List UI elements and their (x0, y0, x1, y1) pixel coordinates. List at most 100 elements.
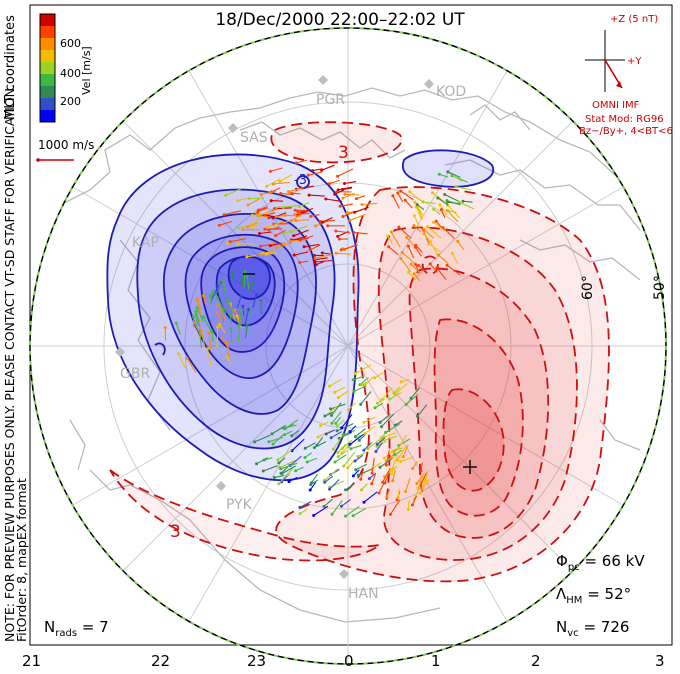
velocity-vector-origin (384, 463, 388, 467)
velocity-vector (308, 171, 323, 176)
stat-n-vc-symbol: N (556, 618, 568, 636)
velocity-vector-origin (294, 219, 298, 222)
velocity-vector-origin (422, 227, 426, 231)
velocity-vector (398, 226, 412, 239)
velocity-vector-origin (307, 193, 311, 197)
velocity-vector-origin (308, 488, 312, 492)
velocity-vector-origin (329, 436, 333, 440)
colorbar-swatch (40, 74, 55, 87)
velocity-vector-origin (431, 191, 434, 195)
velocity-vector (407, 499, 410, 510)
velocity-vector-origin (255, 462, 258, 466)
velocity-vector (446, 210, 459, 223)
velocity-vector-origin (404, 490, 408, 493)
velocity-vector (414, 246, 422, 257)
velocity-vector (385, 423, 400, 433)
velocity-vector (208, 333, 212, 349)
velocity-vector-origin (233, 308, 237, 312)
velocity-vector (391, 462, 395, 475)
velocity-vector-origin (409, 396, 413, 400)
velocity-vector-origin (354, 468, 358, 472)
velocity-vector (355, 364, 372, 375)
velocity-vector (400, 258, 412, 273)
velocity-vector-origin (375, 442, 379, 446)
velocity-vector (357, 468, 372, 476)
velocity-vector (378, 481, 386, 494)
velocity-vector-origin (346, 445, 350, 449)
velocity-vector (392, 195, 400, 209)
velocity-vector-origin (377, 491, 381, 495)
velocity-vector-origin (380, 425, 383, 429)
velocity-vector-origin (415, 414, 419, 418)
stat-phi-pc-symbol: Φ (556, 552, 568, 570)
velocity-vector-origin (415, 203, 419, 206)
velocity-vector-origin (373, 376, 377, 380)
velocity-vector-origin (221, 278, 225, 282)
velocity-vector (329, 378, 342, 387)
velocity-vector (376, 437, 386, 445)
velocity-vector (344, 181, 357, 185)
velocity-vector-origin (319, 424, 323, 428)
velocity-vector (440, 209, 446, 219)
velocity-vector-origin (385, 495, 389, 499)
velocity-vector-origin (294, 161, 298, 165)
velocity-vector (288, 476, 298, 483)
velocity-vector-origin (347, 408, 350, 412)
velocity-vector (360, 468, 365, 480)
velocity-vector-origin (348, 442, 352, 446)
velocity-vector (237, 324, 241, 342)
velocity-vector (254, 434, 271, 443)
velocity-vector-origin (363, 431, 367, 435)
velocity-vector (345, 483, 354, 491)
velocity-vector-origin (298, 261, 302, 264)
velocity-vector-origin (241, 228, 245, 231)
velocity-vector (299, 202, 310, 208)
velocity-vector-origin (388, 512, 392, 516)
velocity-vector-origin (334, 251, 338, 255)
velocity-vector-origin (313, 260, 317, 264)
velocity-vector (364, 376, 374, 386)
imf-z-label: +Z (5 nT) (610, 14, 659, 25)
radar-label-sas: SAS (240, 130, 268, 146)
stat-n-rads-symbol: N (44, 618, 56, 636)
velocity-vector-origin (353, 210, 357, 214)
velocity-vector (446, 264, 461, 276)
velocity-vector (321, 164, 335, 171)
velocity-vector (371, 458, 375, 474)
velocity-vector (336, 419, 345, 427)
velocity-vector-origin (388, 397, 392, 401)
velocity-vector-origin (292, 253, 296, 257)
velocity-vector (401, 251, 416, 265)
velocity-vector-origin (330, 413, 333, 417)
velocity-vector-origin (335, 424, 339, 428)
velocity-vector-origin (247, 197, 251, 201)
velocity-vector-origin (254, 293, 258, 296)
velocity-vector (258, 206, 268, 211)
velocity-vector (447, 171, 461, 178)
velocity-vector (447, 201, 461, 205)
velocity-vector-origin (333, 460, 337, 464)
velocity-vector-origin (251, 281, 255, 285)
velocity-vector-origin (216, 296, 219, 300)
velocity-vector (278, 472, 289, 485)
velocity-vector-origin (245, 255, 249, 259)
velocity-vector (384, 473, 390, 484)
mlt-label-3: 3 (655, 652, 665, 670)
velocity-vector (297, 209, 308, 213)
velocity-vector-origin (324, 197, 328, 201)
velocity-vector-origin (450, 251, 454, 255)
velocity-vector (231, 271, 234, 282)
velocity-vector-origin (287, 190, 290, 194)
velocity-vector (291, 438, 305, 452)
velocity-vector-origin (356, 455, 360, 458)
velocity-vector (342, 192, 355, 199)
velocity-vector-origin (403, 198, 407, 202)
velocity-vector-origin (339, 248, 343, 252)
velocity-vector (338, 390, 350, 398)
velocity-vector-origin (461, 199, 465, 203)
velocity-vector-origin (258, 244, 262, 248)
velocity-vector (226, 299, 235, 315)
velocity-vector (371, 462, 382, 470)
velocity-vector (428, 243, 442, 253)
velocity-vector (198, 331, 203, 349)
